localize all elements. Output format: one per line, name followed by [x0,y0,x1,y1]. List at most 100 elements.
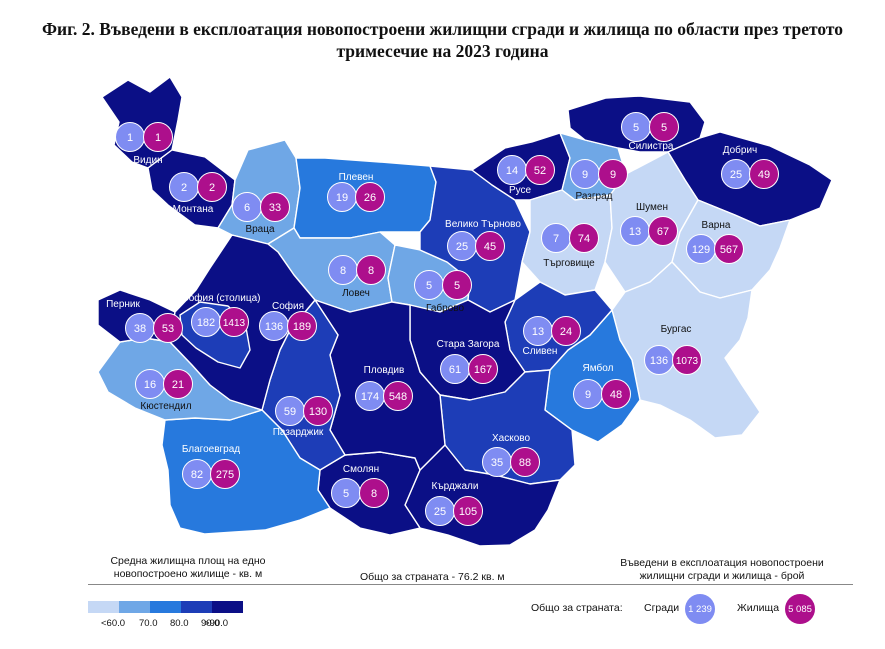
dwellings-value: 67 [657,226,669,238]
region-name: Плевен [339,172,374,183]
region-name: Стара Загора [437,339,500,350]
dwellings-circle [153,313,183,343]
dwellings-value: 5 [661,122,667,134]
region-name: Благоевград [182,444,240,455]
scale-swatch-5 [212,601,243,613]
region-name: Пазарджик [273,427,324,438]
buildings-value: 82 [191,469,203,481]
buildings-value: 19 [336,192,348,204]
dwellings-circle [510,447,540,477]
buildings-value: 38 [134,323,146,335]
dwellings-circle [219,307,249,337]
region-name: Смолян [343,464,379,475]
scale-swatch-1 [88,601,119,613]
buildings-value: 182 [197,317,215,329]
region-marker-targovishte: Търговище 7 74 [541,223,599,269]
dwellings-circle [468,354,498,384]
region-marker-montana: Монтана 2 2 [169,172,227,215]
dwellings-circle [356,255,386,285]
buildings-value: 14 [506,165,518,177]
region-marker-smolyan: Смолян 5 8 [331,464,389,508]
dwellings-circle [303,396,333,426]
region-name: Добрич [723,144,758,156]
dwellings-circle [287,311,317,341]
scale-swatch-3 [150,601,181,613]
legend-divider [88,584,853,585]
region-marker-silistra: Силистра 5 5 [621,112,679,152]
region-name: Монтана [173,204,214,215]
region-name: Шумен [636,202,668,213]
dwellings-circle [143,122,173,152]
region-marker-sofia-capital: София (столица) 182 1413 [182,292,260,337]
buildings-value: 7 [553,233,559,245]
region-marker-stara-zagora: Стара Загора 61 167 [437,339,500,384]
dwellings-circle [197,172,227,202]
dwellings-circle [260,192,290,222]
dwellings-circle [453,496,483,526]
region-name: Русе [509,185,532,196]
dwellings-value: 5 [454,280,460,292]
buildings-value: 16 [144,379,156,391]
buildings-value: 25 [730,169,742,181]
dwellings-value: 567 [720,244,738,256]
region-name: Хасково [492,433,530,444]
buildings-total-value: 1 239 [688,603,712,615]
scale-label-1: <60.0 [101,618,126,629]
dwellings-value: 48 [610,389,622,401]
region-marker-haskovo: Хасково 35 88 [482,433,540,477]
dwellings-value: 33 [269,202,281,214]
region-marker-dobrich: Добрич 25 49 [721,144,779,189]
country-average-area: Общо за страната - 76.2 кв. м [360,571,505,583]
buildings-total-circle: 1 239 [685,594,715,624]
dwellings-circle [598,159,628,189]
legend-counts-title: Въведени в експлоатация новопостроени жи… [620,557,824,582]
region-marker-pazardzhik: Пазарджик 59 130 [273,396,333,438]
buildings-value: 59 [284,406,296,418]
dwellings-circle [355,182,385,212]
region-name: Разград [576,191,613,202]
region-marker-sofia: София 136 189 [259,300,317,341]
area-color-scale [88,601,243,613]
buildings-value: 9 [585,389,591,401]
dwellings-total-value: 5 085 [788,603,812,615]
dwellings-circle [442,270,472,300]
buildings-value: 9 [582,169,588,181]
region-marker-burgas: Бургас 136 1073 [644,324,702,375]
dwellings-value: 1413 [223,318,246,329]
region-marker-yambol: Ямбол 9 48 [573,362,631,409]
dwellings-value: 189 [293,321,311,333]
dwellings-circle [163,369,193,399]
region-name: Ловеч [342,288,370,299]
buildings-value: 5 [633,122,639,134]
dwellings-circle [672,345,702,375]
dwellings-value: 9 [610,169,616,181]
dwellings-circle [601,379,631,409]
dwellings-circle [525,155,555,185]
scale-label-2: 70.0 [139,618,158,629]
region-name: Търговище [543,258,595,269]
region-marker-veliko-tarnovo: Велико Търново 25 45 [445,219,521,261]
region-marker-kardzhali: Кърджали 25 105 [425,481,483,526]
dwellings-value: 130 [309,406,327,418]
region-name: Видин [133,155,162,166]
region-marker-lovech: Ловеч 8 8 [328,255,386,299]
dwellings-circle [749,159,779,189]
scale-label-5: >90.0 [204,618,229,629]
dwellings-value: 8 [368,265,374,277]
region-name: Велико Търново [445,219,521,230]
dwellings-value: 2 [209,182,215,194]
region-name: Варна [702,220,731,231]
buildings-value: 13 [532,326,544,338]
region-marker-sliven: Сливен 13 24 [523,316,581,357]
dwellings-value: 88 [519,457,531,469]
region-name: Перник [106,299,140,310]
buildings-value: 129 [692,244,710,256]
dwellings-circle [569,223,599,253]
region-marker-blagoevgrad: Благоевград 82 275 [182,444,240,489]
region-marker-shumen: Шумен 13 67 [620,202,678,246]
buildings-value: 5 [343,488,349,500]
region-marker-ruse: Русе 14 52 [497,155,555,196]
buildings-value: 136 [265,321,283,333]
region-marker-razgrad: Разград 9 9 [570,159,628,202]
